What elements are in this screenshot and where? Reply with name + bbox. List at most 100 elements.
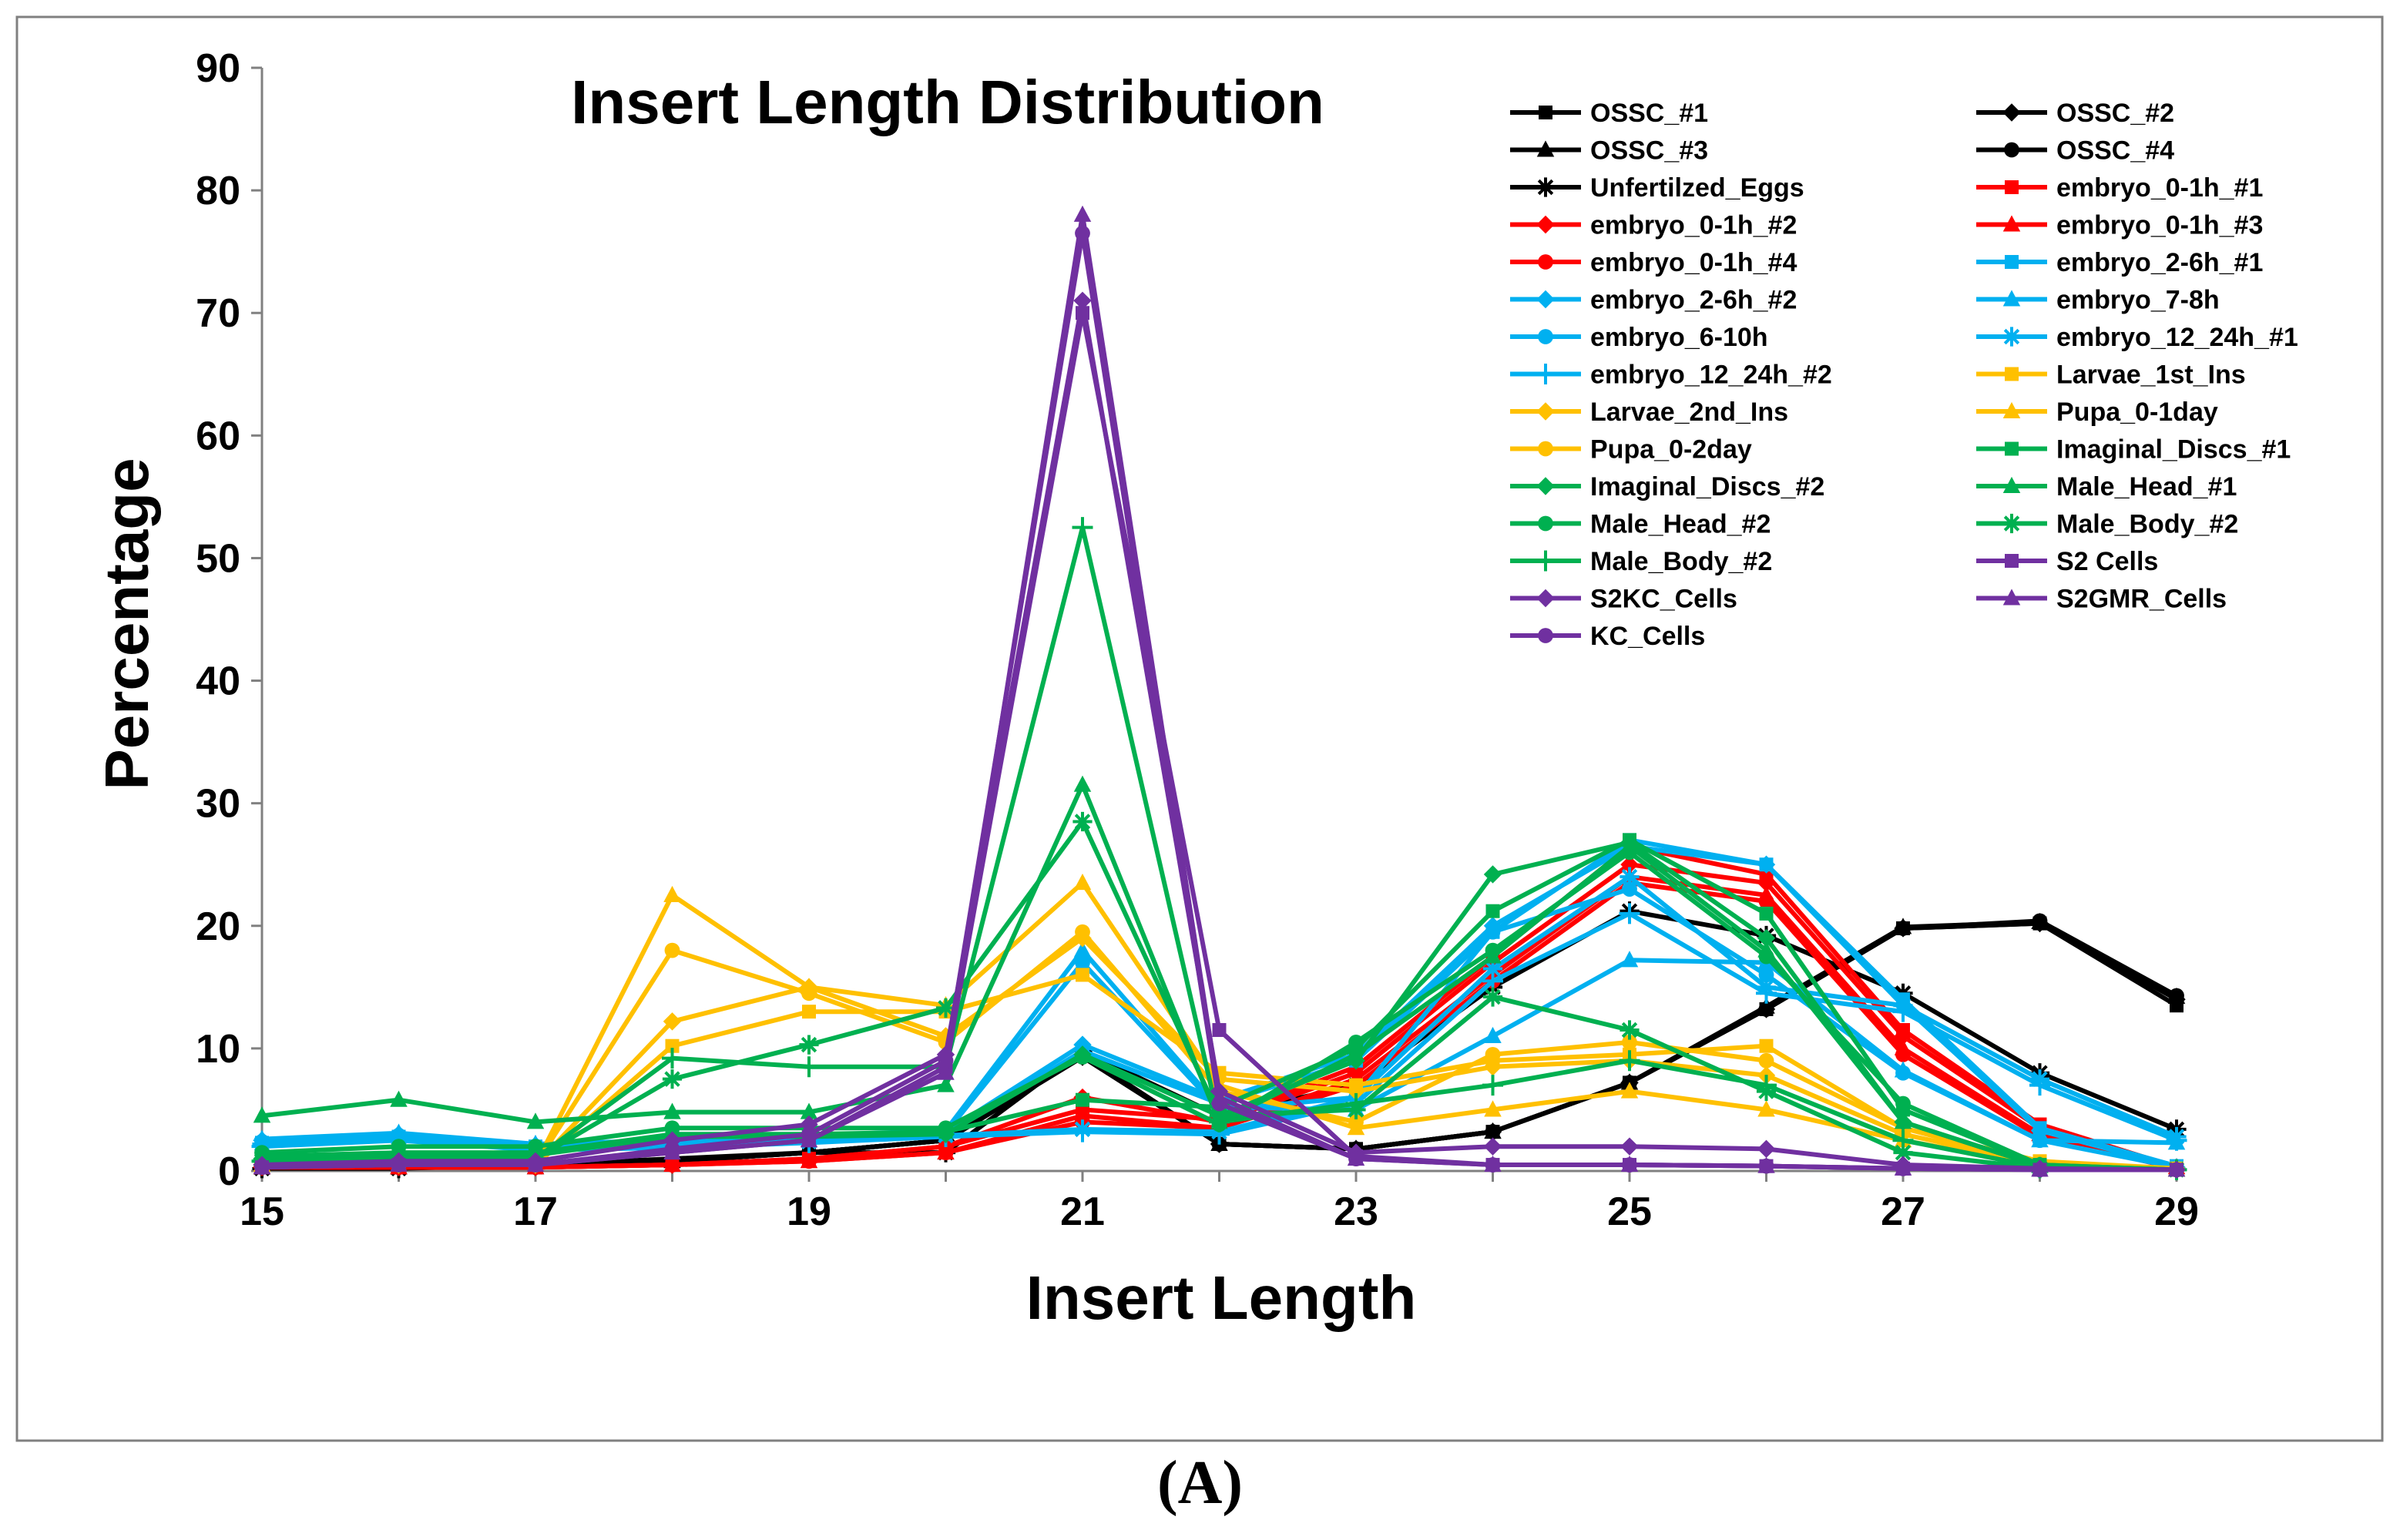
data-point [1482, 958, 1503, 979]
data-point [1620, 855, 1639, 874]
data-point [665, 1038, 680, 1053]
data-point [2032, 913, 2048, 929]
data-point [1620, 867, 1640, 887]
data-point [391, 1157, 407, 1173]
legend-marker [1535, 550, 1556, 572]
data-point [1072, 517, 1093, 538]
data-point [1075, 225, 1090, 241]
y-axis-label: Percentage [92, 458, 161, 790]
legend-entry: Unfertilzed_Eggs [1510, 173, 1804, 203]
data-point [1073, 941, 1092, 958]
legend-marker [2002, 290, 2021, 307]
legend-entry: Imaginal_Discs_#1 [1976, 435, 2291, 465]
data-point [938, 1120, 954, 1136]
legend-label: embryo_2-6h_#1 [2056, 248, 2263, 277]
data-point [2030, 1121, 2049, 1140]
data-point [1347, 1082, 1365, 1101]
data-point [1622, 1035, 1637, 1050]
data-point [663, 885, 681, 902]
data-point [1075, 955, 1090, 971]
data-point [1757, 874, 1776, 892]
data-point [1073, 205, 1092, 222]
y-tick-label: 50 [196, 536, 240, 581]
legend-entry: embryo_0-1h_#4 [1510, 248, 1797, 277]
data-point [528, 1157, 543, 1173]
data-point [1211, 1095, 1227, 1112]
data-point [526, 1112, 545, 1129]
data-point [1757, 928, 1776, 948]
data-point [663, 1012, 682, 1031]
data-point [662, 1069, 683, 1089]
data-point [1483, 865, 1502, 884]
x-tick-label: 21 [1060, 1189, 1105, 1234]
data-point [1619, 903, 1640, 924]
legend-entry: embryo_2-6h_#2 [1510, 286, 1797, 315]
legend-marker [2005, 180, 2019, 194]
y-tick-label: 0 [218, 1149, 240, 1194]
x-tick-label: 27 [1881, 1189, 1925, 1234]
legend-marker [1536, 402, 1555, 421]
legend-marker [2004, 142, 2019, 158]
data-point [1757, 1139, 1776, 1159]
data-point [1759, 906, 1774, 921]
data-point [1483, 1058, 1502, 1076]
data-point [2029, 1075, 2050, 1096]
legend-entry: OSSC_#1 [1510, 99, 1708, 128]
data-point [2032, 1132, 2048, 1149]
legend-label: Male_Body_#2 [2056, 510, 2238, 539]
data-point [1073, 873, 1092, 891]
data-point [1895, 1160, 1911, 1176]
data-point [1622, 844, 1637, 861]
legend-entry: Pupa_0-1day [1976, 398, 2218, 427]
legend-label: embryo_2-6h_#2 [1590, 286, 1797, 315]
data-point [1756, 1075, 1777, 1096]
legend-marker [2005, 255, 2019, 269]
legend-label: Male_Body_#2 [1590, 547, 1772, 576]
legend-marker [1536, 215, 1555, 234]
legend-entry: Larvae_2nd_Ins [1510, 398, 1788, 427]
data-point [1483, 1137, 1502, 1156]
data-point [254, 1159, 270, 1176]
legend-entry: S2KC_Cells [1510, 585, 1737, 614]
data-point [1893, 1142, 1913, 1163]
data-point [1348, 1035, 1364, 1050]
legend-entry: embryo_12_24h_#2 [1510, 361, 1832, 390]
data-point [1485, 924, 1501, 940]
data-point [1485, 1124, 1501, 1139]
data-point [801, 1126, 817, 1142]
y-tick-label: 10 [196, 1027, 240, 1072]
data-point [801, 1153, 817, 1169]
legend-entry: embryo_7-8h [1976, 286, 2220, 315]
x-tick-label: 15 [240, 1189, 284, 1234]
data-point [1758, 948, 1774, 965]
data-point [1620, 1020, 1640, 1040]
data-point [1622, 881, 1637, 897]
legend-marker [2005, 554, 2019, 568]
data-point [1348, 1114, 1364, 1130]
data-point [1076, 1092, 1089, 1107]
legend-label: Unfertilzed_Eggs [1590, 173, 1804, 203]
legend-entry: OSSC_#4 [1976, 136, 2174, 166]
legend-entry: Male_Head_#1 [1976, 472, 2237, 502]
data-point [664, 1120, 680, 1136]
x-tick-label: 25 [1607, 1189, 1652, 1234]
legend-label: OSSC_#3 [1590, 136, 1708, 166]
legend-marker [1536, 589, 1555, 608]
legend-label: Pupa_0-2day [1590, 435, 1752, 465]
data-point [2169, 1162, 2184, 1178]
legend-marker [1539, 106, 1552, 119]
legend-label: Pupa_0-1day [2056, 398, 2218, 427]
x-tick-label: 23 [1334, 1189, 1378, 1234]
data-point [1347, 1045, 1365, 1062]
legend-marker [1538, 441, 1553, 457]
legend-entry: embryo_12_24h_#1 [1976, 323, 2298, 352]
data-point [1075, 1049, 1090, 1065]
data-point [1484, 1100, 1502, 1117]
data-point [1758, 967, 1774, 983]
data-point [1620, 1137, 1639, 1156]
data-point [938, 1052, 954, 1069]
chart-frame [15, 15, 2384, 1442]
legend-entry: Pupa_0-2day [1510, 435, 1752, 465]
legend-label: embryo_6-10h [1590, 323, 1768, 352]
